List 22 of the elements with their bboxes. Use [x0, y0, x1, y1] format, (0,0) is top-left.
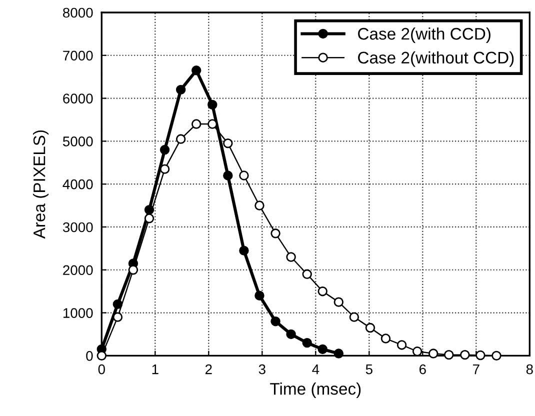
x-tick-label: 2	[205, 364, 212, 374]
y-tick-label: 5000	[62, 136, 93, 146]
legend-label: Case 2(with CCD)	[358, 27, 490, 44]
y-tick-label: 2000	[63, 265, 93, 276]
x-tick-label: 5	[366, 364, 372, 374]
x-tick-label: 8	[526, 364, 533, 374]
x-tick-label: 6	[419, 364, 426, 374]
y-tick-label: 4000	[62, 179, 93, 190]
y-tick-label: 8000	[63, 8, 93, 18]
y-tick-label: 3000	[62, 222, 93, 232]
x-tick-label: 0	[98, 364, 105, 374]
x-tick-label: 3	[258, 364, 266, 374]
y-tick-label: 7000	[63, 50, 93, 61]
legend-label: Case 2(without CCD)	[358, 51, 514, 67]
y-axis-title: Area (PIXELS)	[32, 130, 49, 239]
x-tick-label: 7	[473, 364, 480, 374]
y-tick-label: 0	[86, 351, 93, 361]
y-tick-label: 1000	[63, 308, 93, 318]
x-tick-label: 4	[312, 364, 320, 374]
y-tick-label: 6000	[63, 94, 93, 104]
x-tick-label: 1	[152, 364, 158, 374]
x-axis-title: Time (msec)	[270, 382, 361, 398]
